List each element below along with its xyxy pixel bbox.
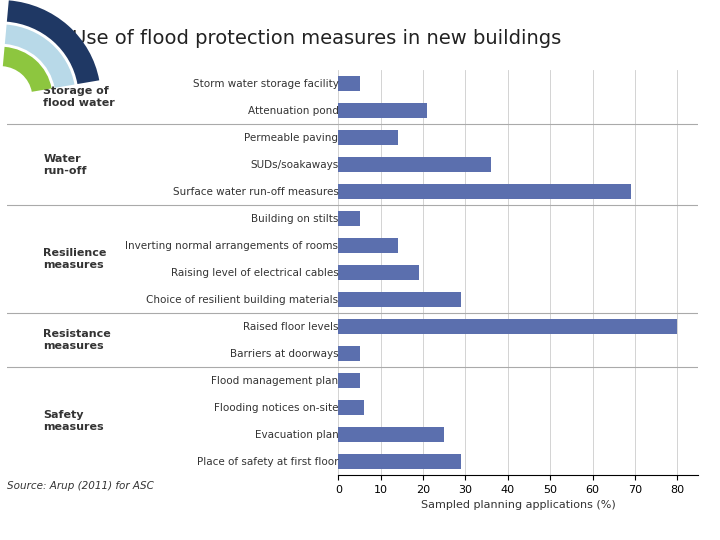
Text: Choice of resilient building materials: Choice of resilient building materials <box>146 295 338 305</box>
Text: Flooding notices on-site: Flooding notices on-site <box>214 403 338 413</box>
Wedge shape <box>3 47 52 92</box>
Bar <box>338 76 359 91</box>
Text: Resilience
measures: Resilience measures <box>43 248 107 270</box>
Text: Storm water storage facility: Storm water storage facility <box>192 79 338 89</box>
Text: Storage of
flood water: Storage of flood water <box>43 86 115 108</box>
Text: Evacuation plan: Evacuation plan <box>255 430 338 440</box>
Text: SUDs/soakaways: SUDs/soakaways <box>250 160 338 170</box>
Bar <box>338 427 444 442</box>
Text: Use of flood protection measures in new buildings: Use of flood protection measures in new … <box>72 29 562 48</box>
Bar <box>338 346 359 361</box>
Text: Place of safety at first floor: Place of safety at first floor <box>197 457 338 467</box>
Bar <box>338 454 462 469</box>
X-axis label: Sampled planning applications (%): Sampled planning applications (%) <box>421 501 616 510</box>
Text: Flood management plan: Flood management plan <box>211 376 338 386</box>
Text: Raising level of electrical cables: Raising level of electrical cables <box>171 268 338 278</box>
Text: Inverting normal arrangements of rooms: Inverting normal arrangements of rooms <box>125 241 338 251</box>
Bar <box>338 292 462 307</box>
Wedge shape <box>5 25 74 88</box>
Bar <box>338 265 419 280</box>
Bar <box>338 319 678 334</box>
Text: Permeable paving: Permeable paving <box>244 133 338 143</box>
Bar <box>338 400 364 415</box>
Text: Surface water run-off measures: Surface water run-off measures <box>173 187 338 197</box>
Bar <box>338 373 359 388</box>
Text: Attenuation pond: Attenuation pond <box>248 106 338 116</box>
Bar <box>338 157 491 172</box>
Bar <box>338 184 631 199</box>
Text: Building on stilts: Building on stilts <box>251 214 338 224</box>
Text: Water
run-off: Water run-off <box>43 154 86 176</box>
Text: Raised floor levels: Raised floor levels <box>243 322 338 332</box>
Bar <box>338 211 359 226</box>
Text: Barriers at doorways: Barriers at doorways <box>230 349 338 359</box>
Text: Independent advice to UK Government on preparing for climate change: Independent advice to UK Government on p… <box>22 515 445 525</box>
Bar <box>338 103 428 118</box>
Text: Safety
measures: Safety measures <box>43 410 104 432</box>
Text: Resistance
measures: Resistance measures <box>43 329 111 351</box>
Wedge shape <box>7 1 99 84</box>
Text: Source: Arup (2011) for ASC: Source: Arup (2011) for ASC <box>7 481 154 491</box>
Text: 11: 11 <box>679 513 698 526</box>
Bar <box>338 130 397 145</box>
Bar <box>338 238 397 253</box>
